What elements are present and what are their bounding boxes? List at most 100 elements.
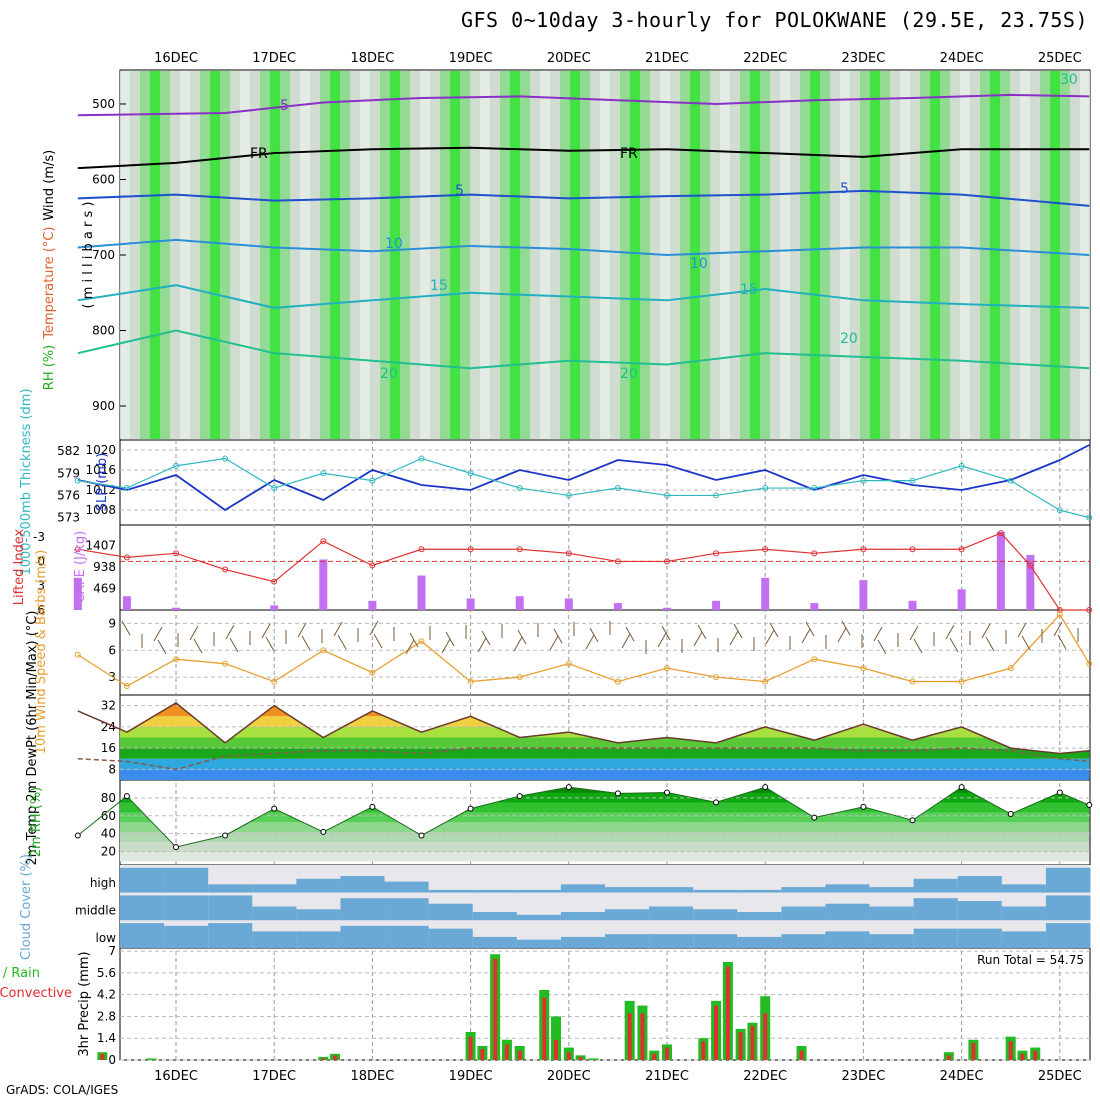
rh-cell (350, 71, 360, 439)
date-label-bottom: 20DEC (547, 1069, 591, 1084)
thickness-ylabel: 1000-500mb Thickness (dm) (19, 388, 34, 575)
contour-label: 10 (385, 236, 403, 252)
wind-point (860, 665, 867, 672)
thickness-point (713, 492, 720, 499)
li-point (958, 546, 965, 553)
ytick-left: 573 (57, 511, 80, 525)
rh-band (120, 801, 1090, 813)
cloud-cell-middle (737, 912, 782, 921)
wind-point (1007, 665, 1014, 672)
precip-convective-bar (566, 1052, 571, 1060)
rh-cell (750, 71, 760, 439)
rh-point (516, 793, 523, 800)
cloud-cell-low (208, 923, 253, 948)
cloud-cell-high (384, 881, 430, 893)
precip-convective-bar (738, 1032, 743, 1060)
date-label-top: 23DEC (841, 51, 885, 66)
ytick-label: 40 (101, 827, 116, 841)
rh-point (909, 817, 916, 824)
lifted-index-line (77, 532, 1090, 611)
cloud-cell-low (957, 928, 1003, 948)
cloud-cell-middle (252, 906, 297, 921)
date-label-bottom: 21DEC (645, 1069, 689, 1084)
rh-cell (940, 71, 950, 439)
rh-cell (800, 71, 810, 439)
rh-cell (210, 71, 220, 439)
rh-cell (250, 71, 260, 439)
wind-barb (1017, 622, 1027, 638)
thickness-point (1007, 477, 1014, 484)
cloud-cell-low (164, 925, 209, 948)
li-point (467, 546, 474, 553)
ytick-label: 60 (101, 809, 116, 823)
rh-cell (430, 71, 440, 439)
rh-cell (140, 71, 150, 439)
panel-frame-2 (119, 524, 1091, 611)
rh-cell (1040, 71, 1050, 439)
cloud-cell-low (120, 923, 165, 948)
rh-band (120, 840, 1090, 852)
ytick-label: 6 (108, 643, 116, 657)
rh-cell (130, 71, 140, 439)
thickness-point (1056, 507, 1063, 514)
ytick-label: 5.6 (97, 966, 116, 980)
crosssection-side-label: RH (%) Temperature (°C) Wind (m/s) (42, 150, 57, 390)
contour-label: 15 (740, 282, 758, 298)
cloud-cell-low (605, 934, 650, 948)
rh-cell (480, 71, 490, 439)
rh-point (369, 803, 376, 810)
wind-barb (801, 628, 811, 644)
cape-bar (270, 605, 279, 610)
contour-label: 30 (1060, 72, 1078, 88)
temp-band (120, 748, 1090, 759)
cloud-layer-label: low (96, 931, 117, 945)
date-label-bottom: 24DEC (940, 1069, 984, 1084)
wind-barb (189, 625, 199, 641)
cape-bar (712, 600, 721, 610)
rh-cell (440, 71, 450, 439)
wind-point (713, 674, 720, 681)
precip-convective-bar (578, 1056, 583, 1060)
rh-point (467, 805, 474, 812)
contour-label: 5 (455, 183, 464, 199)
wind-barb (945, 624, 955, 640)
ytick-label: 80 (101, 791, 116, 805)
date-label-bottom: 19DEC (449, 1069, 493, 1084)
cloud-layer-label: middle (75, 904, 116, 918)
rh-cell (850, 71, 860, 439)
rh-cell (540, 71, 550, 439)
cloud-bg (428, 865, 474, 893)
wind-barb (157, 639, 167, 655)
rh-cell (710, 71, 720, 439)
cape-bar (1026, 554, 1035, 610)
rh-cell (590, 71, 600, 439)
rh-shading (120, 71, 1090, 439)
cape-bar (122, 596, 131, 610)
wind-barb (589, 627, 599, 643)
wind-barb (513, 636, 523, 652)
precip-total-bar (588, 1058, 599, 1060)
contour-label: 5 (280, 98, 289, 114)
rh-cell (300, 71, 310, 439)
date-label-top: 24DEC (940, 51, 984, 66)
wind-barb (729, 630, 739, 646)
thickness-point (762, 485, 769, 492)
cloud-cell-middle (560, 912, 606, 921)
rh-cell (1060, 71, 1070, 439)
wind-point (222, 660, 229, 667)
cloud-cell-middle (384, 898, 430, 921)
panel-frame-3 (119, 609, 1091, 696)
wind-barb (477, 637, 487, 653)
li-point (909, 546, 916, 553)
ytick-left: -3 (33, 530, 45, 544)
wind-point (173, 656, 179, 663)
rh-cell (1000, 71, 1010, 439)
wind-barb (225, 624, 235, 640)
date-label-bottom: 23DEC (841, 1069, 885, 1084)
rh-cell (520, 71, 530, 439)
rh-cell (1020, 71, 1030, 439)
wind-point (516, 674, 523, 681)
thickness-point (173, 462, 179, 469)
rh-cell (240, 71, 250, 439)
ytick-label: 0 (108, 1053, 116, 1067)
